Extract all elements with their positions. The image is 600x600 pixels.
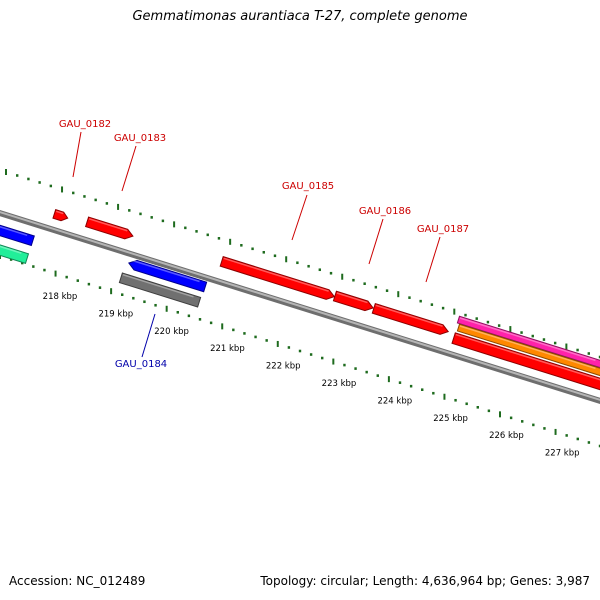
gene-right-red-shine bbox=[455, 333, 600, 381]
gene-gau-0183-body bbox=[84, 216, 134, 240]
gene-gau-0185-shine bbox=[223, 257, 329, 292]
orange-feature-body bbox=[456, 323, 600, 377]
gene-label-gau-0186: GAU_0186 bbox=[359, 206, 411, 217]
leader-line-gau-0184 bbox=[141, 313, 156, 358]
outer-tick-ring bbox=[5, 169, 600, 359]
gene-gau-0186 bbox=[332, 290, 374, 312]
inner-tick-ring bbox=[0, 253, 600, 448]
gene-label-gau-0185: GAU_0185 bbox=[282, 181, 334, 192]
partial-teal-feature-shine bbox=[0, 241, 22, 254]
scale-label: 224 kbp bbox=[377, 396, 412, 406]
genome-stats-text: Topology: circular; Length: 4,636,964 bp… bbox=[260, 574, 590, 588]
scale-label: 221 kbp bbox=[210, 344, 245, 354]
gene-gau-0184-body bbox=[128, 259, 208, 293]
gene-right-red-body bbox=[451, 332, 600, 392]
scale-label: 227 kbp bbox=[545, 449, 580, 459]
gene-label-gau-0183: GAU_0183 bbox=[114, 133, 166, 144]
gene-label-gau-0187: GAU_0187 bbox=[417, 224, 469, 235]
gene-gau-0185 bbox=[219, 255, 336, 300]
partial-blue-feature-body bbox=[0, 219, 35, 247]
partial-blue-feature bbox=[0, 219, 35, 247]
orange-feature bbox=[456, 323, 600, 377]
map-title: Gemmatimonas aurantiaca T-27, complete g… bbox=[132, 9, 468, 24]
scale-label: 222 kbp bbox=[266, 362, 301, 372]
leader-line-gau-0183 bbox=[121, 145, 137, 192]
gene-gau-0182-body bbox=[52, 208, 69, 222]
partial-teal-feature-body bbox=[0, 240, 30, 264]
scale-label: 225 kbp bbox=[433, 414, 468, 424]
gene-gau-0184-shine bbox=[130, 259, 200, 283]
gene-gau-0187-shine bbox=[375, 304, 443, 327]
leader-line-gau-0182 bbox=[72, 131, 82, 178]
gene-gau-0182 bbox=[52, 208, 69, 222]
gene-gau-0182-shine bbox=[55, 210, 64, 215]
partial-blue-feature-shine bbox=[0, 221, 28, 237]
partial-teal-feature bbox=[0, 240, 30, 264]
scale-label: 219 kbp bbox=[98, 309, 133, 319]
orange-feature-shine bbox=[459, 325, 596, 370]
leader-line-gau-0186 bbox=[368, 218, 384, 265]
gene-label-gau-0182: GAU_0182 bbox=[59, 119, 111, 130]
gray-feature-shine bbox=[122, 273, 194, 298]
gene-label-gau-0184: GAU_0184 bbox=[115, 359, 167, 370]
scale-label: 226 kbp bbox=[489, 431, 524, 441]
leader-line-gau-0187 bbox=[425, 236, 441, 283]
scale-layer: 218 kbp 219 kbp 220 kbp 221 kbp 222 kbp 223 k… bbox=[43, 292, 580, 459]
pink-feature-body bbox=[456, 315, 600, 369]
gene-gau-0184 bbox=[128, 259, 208, 293]
accession-text: Accession: NC_012489 bbox=[9, 574, 146, 588]
pink-feature-shine bbox=[459, 317, 596, 362]
gene-right-red bbox=[451, 332, 600, 392]
gene-gau-0186-body bbox=[332, 290, 374, 312]
gray-feature bbox=[118, 272, 202, 308]
feature-layer bbox=[0, 208, 600, 392]
pink-feature bbox=[456, 315, 600, 369]
gray-feature-body bbox=[118, 272, 202, 308]
scale-label: 220 kbp bbox=[154, 327, 189, 337]
gene-gau-0185-body bbox=[219, 255, 336, 300]
gene-gau-0183-shine bbox=[88, 218, 128, 232]
scale-label: 218 kbp bbox=[43, 292, 78, 302]
gene-gau-0183 bbox=[84, 216, 134, 240]
gene-gau-0187-body bbox=[371, 302, 450, 335]
leader-line-gau-0185 bbox=[291, 194, 308, 241]
gene-gau-0187 bbox=[371, 302, 450, 335]
scale-label: 223 kbp bbox=[322, 379, 357, 389]
gene-gau-0186-shine bbox=[336, 292, 368, 304]
genome-backbone-highlight bbox=[0, 211, 600, 401]
